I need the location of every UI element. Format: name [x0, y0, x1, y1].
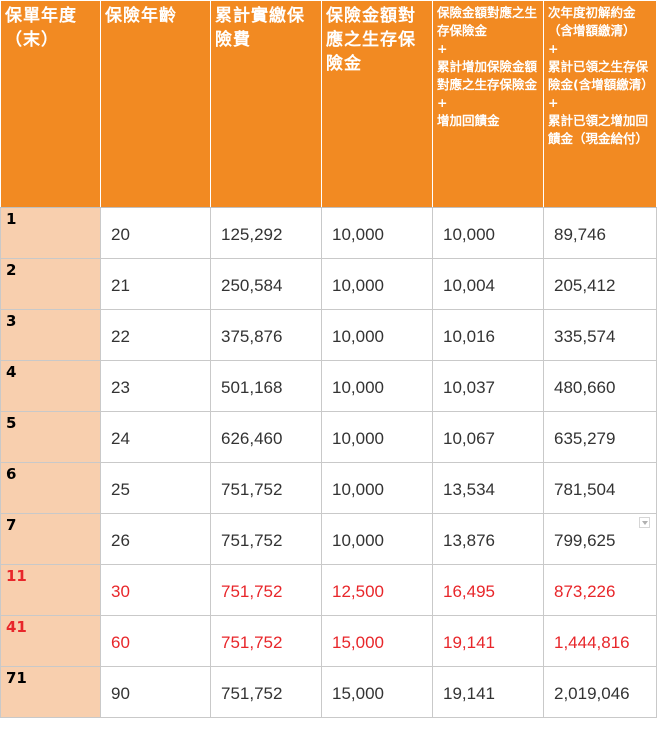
- cell-policy-year: 11: [0, 564, 101, 616]
- cell-surrender-value: 635,279: [554, 429, 616, 448]
- cell-survival: 10,000: [321, 513, 433, 565]
- cell-age: 20: [100, 207, 211, 259]
- table-row: 11 30 751,752 12,500 16,495 873,226: [0, 564, 657, 616]
- cell-surrender: 635,279: [543, 411, 657, 463]
- dropdown-arrow-icon[interactable]: [639, 517, 650, 528]
- cell-surrender: 1,444,816: [543, 615, 657, 667]
- table-row: 41 60 751,752 15,000 19,141 1,444,816: [0, 615, 657, 667]
- cell-policy-year: 4: [0, 360, 101, 412]
- cell-surrender-value: 2,019,046: [554, 684, 630, 703]
- cell-survival: 10,000: [321, 258, 433, 310]
- cell-surrender: 873,226: [543, 564, 657, 616]
- cell-policy-year: 1: [0, 207, 101, 259]
- cell-policy-year: 3: [0, 309, 101, 361]
- table-row: 4 23 501,168 10,000 10,037 480,660: [0, 360, 657, 412]
- header-segment: 增加回饋金: [437, 113, 500, 128]
- cell-surrender-value: 480,660: [554, 378, 616, 397]
- cell-combined: 10,016: [432, 309, 544, 361]
- cell-combined: 19,141: [432, 615, 544, 667]
- cell-age: 30: [100, 564, 211, 616]
- policy-value-table: 保單年度（末） 保險年齡 累計實繳保險費 保險金額對應之生存保險金 保險金額對應…: [0, 0, 657, 718]
- cell-policy-year: 41: [0, 615, 101, 667]
- cell-combined: 10,004: [432, 258, 544, 310]
- table-row: 6 25 751,752 10,000 13,534 781,504: [0, 462, 657, 514]
- cell-combined: 13,534: [432, 462, 544, 514]
- cell-premium: 751,752: [210, 462, 322, 514]
- cell-survival: 12,500: [321, 564, 433, 616]
- cell-premium: 751,752: [210, 564, 322, 616]
- header-segment: 保險金額對應之生存保險金: [437, 5, 538, 38]
- cell-surrender: 781,504: [543, 462, 657, 514]
- table-row: 3 22 375,876 10,000 10,016 335,574: [0, 309, 657, 361]
- cell-surrender-value: 799,625: [554, 531, 616, 550]
- cell-surrender-value: 205,412: [554, 276, 616, 295]
- header-plus: +: [437, 95, 448, 110]
- table-row: 2 21 250,584 10,000 10,004 205,412: [0, 258, 657, 310]
- cell-premium: 626,460: [210, 411, 322, 463]
- cell-combined: 16,495: [432, 564, 544, 616]
- cell-age: 22: [100, 309, 211, 361]
- header-plus: +: [548, 41, 559, 56]
- cell-surrender: 799,625: [543, 513, 657, 565]
- header-segment: 累計已領之生存保險金(含增額繳清）: [548, 59, 654, 92]
- header-survival-benefit: 保險金額對應之生存保險金: [321, 0, 433, 208]
- cell-survival: 10,000: [321, 309, 433, 361]
- cell-survival: 10,000: [321, 462, 433, 514]
- cell-surrender-value: 873,226: [554, 582, 616, 601]
- cell-survival: 15,000: [321, 615, 433, 667]
- cell-premium: 375,876: [210, 309, 322, 361]
- cell-combined: 10,067: [432, 411, 544, 463]
- header-policy-year: 保單年度（末）: [0, 0, 101, 208]
- header-surrender-value: 次年度初解約金（含增額繳清） + 累計已領之生存保險金(含增額繳清） + 累計已…: [543, 0, 657, 208]
- cell-premium: 501,168: [210, 360, 322, 412]
- cell-surrender-value: 89,746: [554, 225, 606, 244]
- table-row: 7 26 751,752 10,000 13,876 799,625: [0, 513, 657, 565]
- cell-age: 90: [100, 666, 211, 718]
- cell-age: 24: [100, 411, 211, 463]
- header-segment: 累計增加保險金額對應之生存保險金: [437, 59, 538, 92]
- cell-surrender: 89,746: [543, 207, 657, 259]
- cell-surrender-value: 781,504: [554, 480, 616, 499]
- header-cumulative-premium: 累計實繳保險費: [210, 0, 322, 208]
- cell-policy-year: 5: [0, 411, 101, 463]
- cell-combined: 19,141: [432, 666, 544, 718]
- cell-surrender-value: 1,444,816: [554, 633, 630, 652]
- cell-combined: 10,037: [432, 360, 544, 412]
- cell-policy-year: 7: [0, 513, 101, 565]
- cell-surrender: 205,412: [543, 258, 657, 310]
- cell-surrender: 335,574: [543, 309, 657, 361]
- cell-policy-year: 71: [0, 666, 101, 718]
- cell-age: 21: [100, 258, 211, 310]
- table-row: 5 24 626,460 10,000 10,067 635,279: [0, 411, 657, 463]
- header-segment: 累計已領之增加回饋金（現金給付）: [548, 113, 649, 146]
- header-segment: 次年度初解約金（含增額繳清）: [548, 5, 636, 38]
- cell-age: 23: [100, 360, 211, 412]
- cell-age: 26: [100, 513, 211, 565]
- cell-age: 25: [100, 462, 211, 514]
- cell-survival: 10,000: [321, 360, 433, 412]
- cell-premium: 125,292: [210, 207, 322, 259]
- cell-premium: 751,752: [210, 615, 322, 667]
- cell-policy-year: 2: [0, 258, 101, 310]
- cell-surrender: 480,660: [543, 360, 657, 412]
- table-row: 71 90 751,752 15,000 19,141 2,019,046: [0, 666, 657, 718]
- header-insured-age: 保險年齡: [100, 0, 211, 208]
- cell-premium: 751,752: [210, 666, 322, 718]
- cell-combined: 10,000: [432, 207, 544, 259]
- header-row: 保單年度（末） 保險年齡 累計實繳保險費 保險金額對應之生存保險金 保險金額對應…: [0, 0, 657, 208]
- cell-policy-year: 6: [0, 462, 101, 514]
- cell-survival: 15,000: [321, 666, 433, 718]
- header-combined-benefit: 保險金額對應之生存保險金 + 累計增加保險金額對應之生存保險金 + 增加回饋金: [432, 0, 544, 208]
- header-plus: +: [548, 95, 559, 110]
- header-plus: +: [437, 41, 448, 56]
- cell-surrender-value: 335,574: [554, 327, 616, 346]
- cell-premium: 751,752: [210, 513, 322, 565]
- cell-survival: 10,000: [321, 207, 433, 259]
- cell-combined: 13,876: [432, 513, 544, 565]
- cell-premium: 250,584: [210, 258, 322, 310]
- table-row: 1 20 125,292 10,000 10,000 89,746: [0, 207, 657, 259]
- cell-age: 60: [100, 615, 211, 667]
- cell-surrender: 2,019,046: [543, 666, 657, 718]
- cell-survival: 10,000: [321, 411, 433, 463]
